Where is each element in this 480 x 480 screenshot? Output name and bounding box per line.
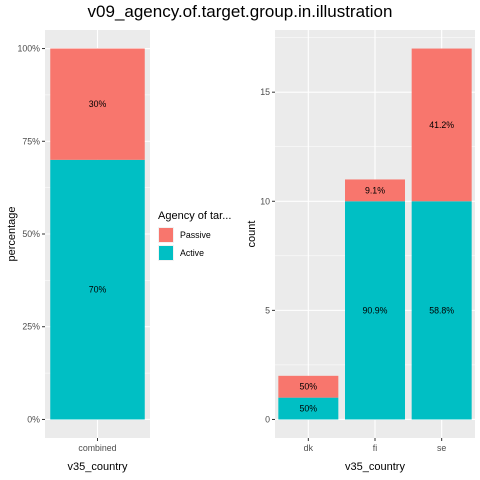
chart-title: v09_agency.of.target.group.in.illustrati… [88,2,393,21]
bar-label-se-passive: 41.2% [429,120,454,130]
bar-dk-passive [278,375,339,398]
x-axis-title: v35_country [68,461,128,473]
bar-fi-active [345,201,405,420]
x-tick-label: dk [304,443,314,453]
x-tick-label: fi [373,443,377,453]
panel-1: 0% 25% 50% 75% 100% 70% 30% combined v35_country… [6,30,150,473]
bar-label-se-active: 58.8% [429,305,454,315]
y-axis-title: percentage [6,206,18,261]
legend: Agency of tar... Passive Active [158,210,231,261]
y-tick-label: 25% [22,322,40,332]
y-tick-label: 5 [265,305,270,315]
legend-swatch-passive [159,228,173,242]
y-tick-label: 15 [260,87,270,97]
y-axis-title: count [246,221,258,248]
bar-label-combined-active: 70% [89,285,107,295]
bar-se-active [411,201,472,420]
y-tick-label: 10 [260,196,270,206]
bar-label-fi-passive: 9.1% [365,185,385,195]
bar-combined-active [50,159,145,420]
legend-swatch-active [159,246,173,260]
bar-se-passive [411,48,472,202]
x-tick-label: se [437,443,446,453]
x-tick-label: combined [78,443,116,453]
bar-dk-active [278,397,339,420]
legend-label-active: Active [180,248,204,258]
y-tick-label: 50% [22,229,40,239]
y-tick-label: 75% [22,136,40,146]
bar-label-combined-passive: 30% [89,99,107,109]
panel-2: 0 5 10 15 50% 50% dk 90.9% 9.1% fi 58.8% 41.2% se v35… [246,30,475,473]
y-tick-label: 0% [27,414,40,424]
y-tick-label: 100% [18,44,41,54]
legend-label-passive: Passive [180,230,211,240]
y-tick-label: 0 [265,414,270,424]
bar-combined-passive [50,48,145,160]
bar-label-dk-active: 50% [300,404,318,414]
legend-title: Agency of tar... [158,210,231,222]
bar-fi-passive [345,179,405,202]
chart-panels: 0% 25% 50% 75% 100% 70% 30% combined v35_country… [6,30,475,473]
bar-label-fi-active: 90.9% [363,305,388,315]
bar-label-dk-passive: 50% [300,382,318,392]
x-axis-title: v35_country [345,461,405,473]
